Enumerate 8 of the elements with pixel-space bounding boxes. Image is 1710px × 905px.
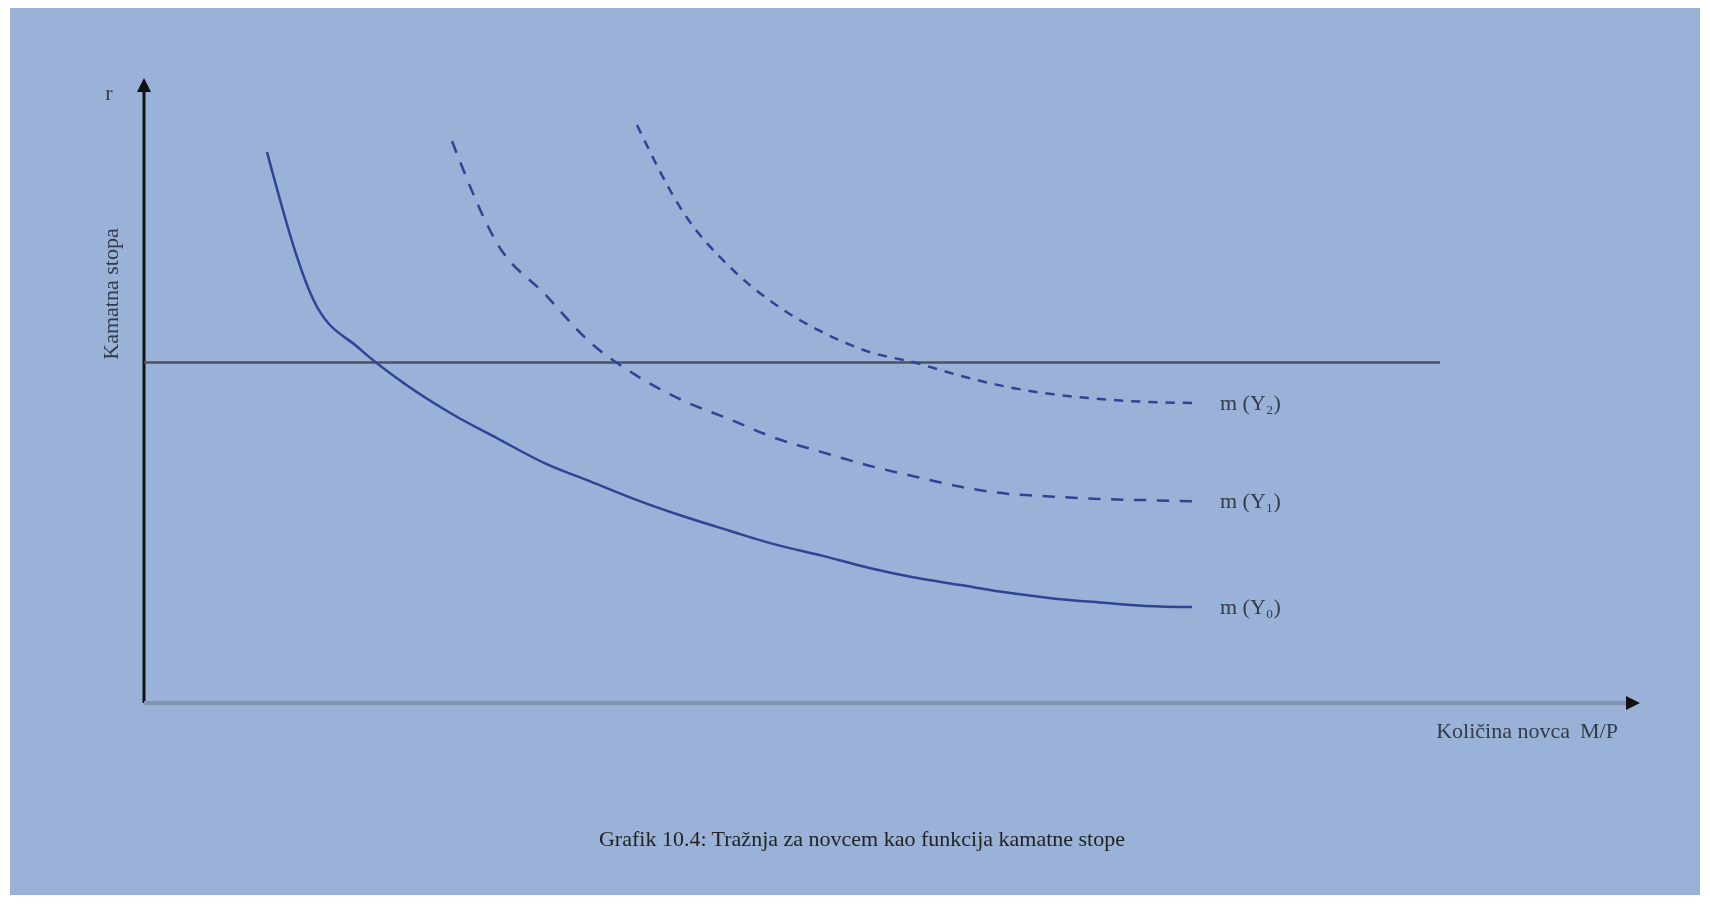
series-label: m (Y₂) <box>1220 390 1281 416</box>
text: M/P <box>1580 718 1618 743</box>
text: Količina novca <box>1436 718 1571 743</box>
text: Kamatna stopa <box>98 228 123 360</box>
text: Grafik 10.4: Tražnja za novcem kao funkcija kamatne stope <box>598 826 1126 851</box>
series-label: m (Y₀) <box>1220 594 1281 620</box>
series-label: m (Y₁) <box>1220 488 1281 514</box>
text: r <box>105 80 114 105</box>
